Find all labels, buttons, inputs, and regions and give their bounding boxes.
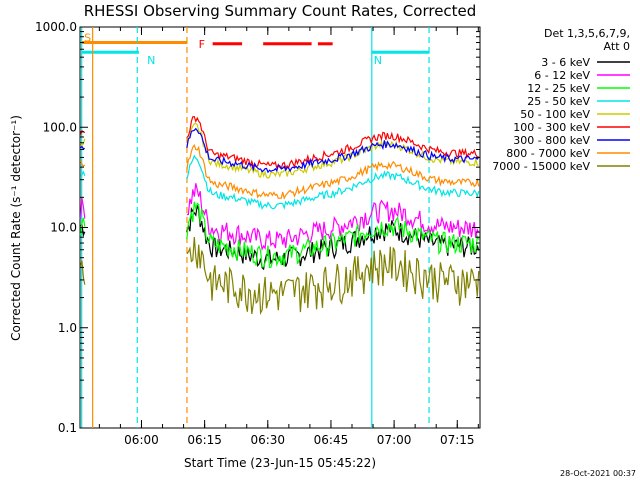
series-line-4-seg-0 <box>79 138 86 147</box>
y-tick-label-1: 1.0 <box>58 321 77 335</box>
y-tick-label-4: 1000.0 <box>35 20 77 34</box>
x-tick-label-4: 07:00 <box>377 433 412 447</box>
x-tick-label-5: 07:15 <box>440 433 475 447</box>
series-line-4-seg-1 <box>186 122 479 179</box>
series-line-3-seg-0 <box>79 170 86 178</box>
chart-title: RHESSI Observing Summary Count Rates, Co… <box>84 2 477 20</box>
series-line-3-seg-1 <box>186 154 480 211</box>
state-bar-label-1: N <box>147 54 155 67</box>
plot-frame <box>79 26 481 429</box>
series-line-1-seg-0 <box>79 197 86 219</box>
legend-header-line-1: Det 1,3,5,6,7,9, <box>544 27 630 40</box>
series-line-6-seg-1 <box>186 127 480 174</box>
legend-label-7: 800 - 7000 keV <box>506 147 590 160</box>
series-line-7-seg-1 <box>186 143 480 200</box>
legend-label-3: 25 - 50 keV <box>527 95 590 108</box>
state-bar-label-3: F <box>199 38 205 51</box>
series-line-2-seg-0 <box>79 217 86 236</box>
legend-label-0: 3 - 6 keV <box>541 56 590 69</box>
legend-label-2: 12 - 25 keV <box>527 82 590 95</box>
state-bar-label-2: N <box>374 54 382 67</box>
y-tick-label-2: 10.0 <box>50 221 77 235</box>
legend-header-line-2: Att 0 <box>604 40 630 53</box>
y-tick-label-0: 0.1 <box>58 421 77 435</box>
instrument-state-layer: S N N F <box>82 32 430 67</box>
series-line-8-seg-0 <box>79 260 86 285</box>
x-axis-label: Start Time (23-Jun-15 05:45:22) <box>184 456 376 470</box>
x-tick-label-1: 06:15 <box>187 433 222 447</box>
legend-label-8: 7000 - 15000 keV <box>492 160 590 173</box>
y-tick-label-3: 100.0 <box>43 120 77 134</box>
x-tick-label-3: 06:45 <box>314 433 349 447</box>
legend-label-5: 100 - 300 keV <box>513 121 590 134</box>
series-line-2-seg-1 <box>186 201 480 269</box>
legend-label-6: 300 - 800 keV <box>513 134 590 147</box>
series-layer <box>79 115 480 316</box>
series-line-5-seg-0 <box>79 129 86 136</box>
legend-label-1: 6 - 12 keV <box>534 69 590 82</box>
series-line-8-seg-1 <box>186 237 480 316</box>
generated-timestamp: 28-Oct-2021 00:37 <box>560 469 636 478</box>
y-axis-label: Corrected Count Rate (s⁻¹ detector⁻¹) <box>9 115 23 341</box>
series-line-7-seg-0 <box>79 160 86 168</box>
legend-label-4: 50 - 100 keV <box>520 108 590 121</box>
axes-layer: 0.1 1.0 10.0 100.0 1000.0 06:00 06:15 06:30 06:4… <box>35 20 480 447</box>
series-line-6-seg-0 <box>80 145 85 150</box>
x-tick-label-0: 06:00 <box>124 433 159 447</box>
x-tick-label-2: 06:30 <box>250 433 285 447</box>
state-bar-label-0: S <box>84 32 91 45</box>
